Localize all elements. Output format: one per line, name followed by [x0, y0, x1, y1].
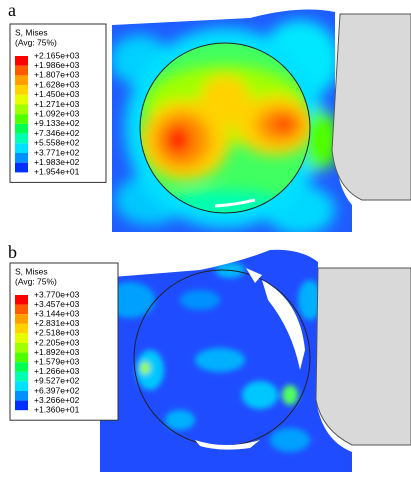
legend-value: +2.518e+03 — [34, 328, 80, 338]
legend-swatch — [15, 362, 28, 372]
legend-swatch — [15, 400, 28, 411]
legend-swatch — [15, 352, 28, 363]
legend-swatch — [15, 162, 28, 173]
legend-swatch — [15, 295, 28, 305]
legend-swatch — [15, 371, 28, 382]
legend-swatch — [15, 104, 28, 115]
legend-value: +3.770e+03 — [34, 289, 80, 299]
legend-value: +2.205e+03 — [34, 337, 80, 347]
legend-swatch — [15, 343, 28, 353]
legend-value: +9.527e+02 — [34, 376, 80, 386]
legend-swatch — [15, 114, 28, 124]
legend-value: +1.892e+03 — [34, 347, 80, 357]
legend-title: S, Mises — [15, 27, 48, 37]
legend-value: +1.092e+03 — [34, 108, 80, 118]
legend-swatch — [15, 143, 28, 153]
legend-value: +1.628e+03 — [34, 79, 80, 89]
legend-subtitle: (Avg: 75%) — [15, 37, 57, 47]
legend-value: +1.954e+01 — [34, 167, 80, 177]
legend-value: +1.983e+02 — [34, 157, 80, 167]
legend-swatch — [15, 65, 28, 76]
legend-subtitle: (Avg: 75%) — [15, 276, 57, 286]
legend-swatch — [15, 153, 28, 163]
legend-value: +9.133e+02 — [34, 118, 80, 128]
legend-swatch — [15, 123, 28, 134]
legend-value: +1.271e+03 — [34, 99, 80, 109]
legend-swatch — [15, 314, 28, 324]
legend-value: +3.144e+03 — [34, 308, 80, 318]
contour-plot-a — [112, 9, 411, 232]
legend-swatch — [15, 304, 28, 315]
legend-value: +3.457e+03 — [34, 299, 80, 309]
legend-swatch — [15, 94, 28, 105]
legend-value: +5.558e+02 — [34, 138, 80, 148]
legend-swatch — [15, 333, 28, 343]
legend-title: S, Mises — [15, 266, 48, 276]
legend-value: +3.771e+02 — [34, 147, 80, 157]
legend-swatch — [15, 56, 28, 66]
panel-label: b — [8, 242, 17, 262]
legend-value: +1.579e+03 — [34, 356, 80, 366]
legend: S, Mises(Avg: 75%)+2.165e+03+1.986e+03+1… — [9, 23, 107, 183]
legend-value: +2.165e+03 — [34, 50, 80, 60]
legend-swatch — [15, 133, 28, 144]
legend-swatch — [15, 75, 28, 86]
contour-plot-b — [100, 249, 411, 472]
legend-value: +1.266e+03 — [34, 366, 80, 376]
legend-swatch — [15, 85, 28, 95]
legend-value: +3.266e+02 — [34, 395, 80, 405]
legend-value: +2.831e+03 — [34, 318, 80, 328]
panel-label: a — [8, 0, 16, 20]
legend-value: +1.986e+03 — [34, 60, 80, 70]
legend-value: +7.346e+02 — [34, 128, 80, 138]
legend-swatch — [15, 323, 28, 334]
legend-value: +1.807e+03 — [34, 70, 80, 80]
legend-value: +1.360e+01 — [34, 404, 80, 414]
legend: S, Mises(Avg: 75%)+3.770e+03+3.457e+03+3… — [9, 262, 119, 421]
legend-value: +6.397e+02 — [34, 385, 80, 395]
legend-value: +1.450e+03 — [34, 89, 80, 99]
legend-swatch — [15, 381, 28, 391]
legend-swatch — [15, 391, 28, 401]
